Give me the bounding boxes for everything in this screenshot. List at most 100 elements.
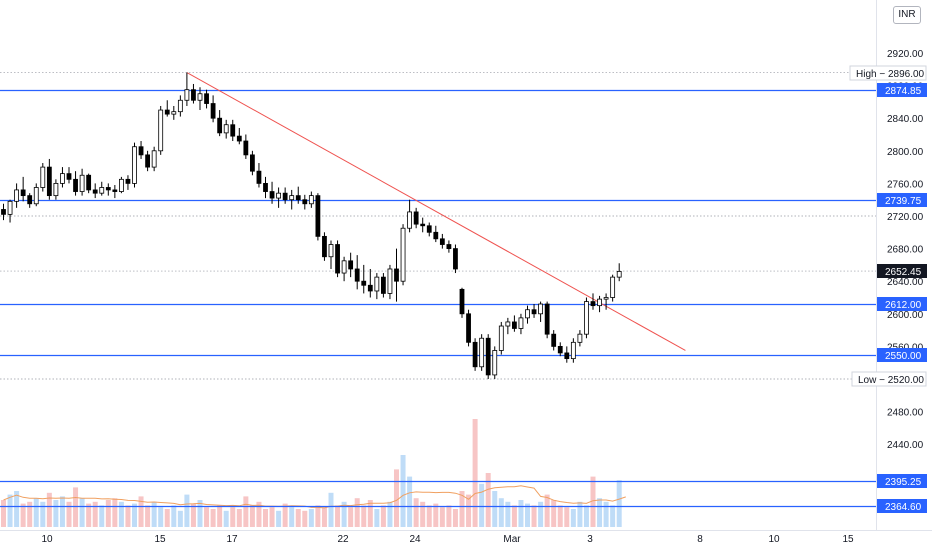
currency-badge[interactable]: INR (893, 6, 921, 24)
volume-bar (40, 501, 46, 527)
volume-bar (570, 509, 576, 527)
volume-bar (204, 507, 210, 527)
volume-bar (394, 469, 399, 527)
volume-bar (511, 505, 517, 527)
y-tick-label: 2760.00 (887, 179, 924, 190)
volume-bar (433, 503, 439, 527)
candle-body (125, 178, 131, 184)
volume-bar (86, 503, 92, 527)
volume-bar (583, 505, 589, 527)
candle-body (341, 260, 347, 274)
volume-bar (525, 503, 530, 527)
candle-body (217, 117, 223, 134)
volume-bar (597, 498, 603, 527)
candle-body (46, 166, 52, 197)
candle-body (151, 150, 157, 168)
volume-bar (380, 505, 386, 527)
volume-bar (282, 503, 288, 527)
candle-body (616, 271, 622, 278)
y-tick-label: 2920.00 (887, 49, 924, 60)
candle-body (322, 235, 327, 258)
candle-body (145, 154, 151, 168)
volume-bar (53, 500, 59, 527)
volume-bar (610, 505, 616, 527)
volume-bar (518, 500, 524, 527)
level-price-label: 2739.75 (885, 196, 922, 207)
volume-bar (217, 505, 223, 527)
candle-body (367, 284, 373, 292)
high-marker-tag (849, 65, 927, 81)
volume-bar (197, 500, 203, 527)
candle-body (597, 298, 602, 307)
candle-body (610, 276, 616, 298)
volume-bar (223, 510, 229, 527)
volume-bar (79, 498, 85, 527)
volume-bar (354, 498, 360, 527)
candle-body (374, 276, 380, 292)
candle-body (60, 173, 65, 184)
x-tick-label: 15 (154, 534, 166, 545)
volume-bar (145, 505, 151, 527)
volume-bar (184, 494, 190, 527)
candle-body (479, 337, 485, 368)
candle-body (230, 124, 236, 137)
volume-bar (46, 492, 52, 527)
candle-body (92, 189, 98, 194)
candle-body (564, 352, 570, 360)
volume-bar (413, 498, 419, 527)
volume-bar (498, 498, 504, 527)
level-price-tag (877, 474, 927, 488)
y-tick-label: 2680.00 (887, 245, 924, 256)
candle-body (400, 227, 406, 282)
volume-bar (367, 500, 373, 527)
candle-body (557, 345, 563, 354)
volume-bar (616, 480, 622, 527)
y-tick-label: 2480.00 (887, 408, 924, 419)
candle-body (79, 174, 85, 192)
x-tick-label: 22 (337, 534, 349, 545)
volume-bar (551, 500, 557, 527)
volume-bar (557, 505, 563, 527)
candle-body (20, 189, 26, 197)
x-tick-label: 24 (409, 534, 421, 545)
y-tick-label: 2600.00 (887, 310, 924, 321)
volume-bar (59, 496, 65, 527)
volume-bar (472, 419, 478, 527)
candle-body (105, 187, 111, 191)
volume-bar (171, 505, 177, 527)
candle-body (354, 268, 360, 282)
last-price-label: 2652.45 (885, 267, 922, 278)
candle-body (99, 187, 105, 194)
candle-body (439, 238, 445, 245)
volume-bar (112, 498, 118, 527)
volume-bar (361, 505, 367, 527)
candle-body (302, 199, 308, 205)
candle-body (380, 276, 386, 294)
volume-bar (538, 501, 544, 527)
volume-bar (289, 507, 295, 527)
candle-body (66, 173, 72, 180)
high-marker-label: High − 2896.00 (856, 69, 925, 80)
volume-bar (263, 509, 268, 527)
volume-bar (577, 501, 583, 527)
volume-bar (210, 509, 216, 527)
candle-body (204, 93, 209, 104)
volume-bar (177, 510, 183, 527)
volume-bar (439, 507, 445, 527)
trend-line[interactable] (186, 72, 686, 351)
candle-body (387, 268, 393, 294)
candle-body (420, 223, 426, 227)
volume-bar (92, 501, 98, 527)
candle-body (112, 189, 118, 192)
volume-bar (564, 507, 570, 527)
candle-body (184, 89, 190, 101)
candle-body (33, 187, 39, 205)
volume-bar (118, 501, 124, 527)
candle-body (27, 195, 33, 205)
candle-body (459, 288, 465, 315)
candle-body (505, 321, 511, 327)
candle-body (210, 103, 216, 119)
candle-body (197, 93, 203, 101)
